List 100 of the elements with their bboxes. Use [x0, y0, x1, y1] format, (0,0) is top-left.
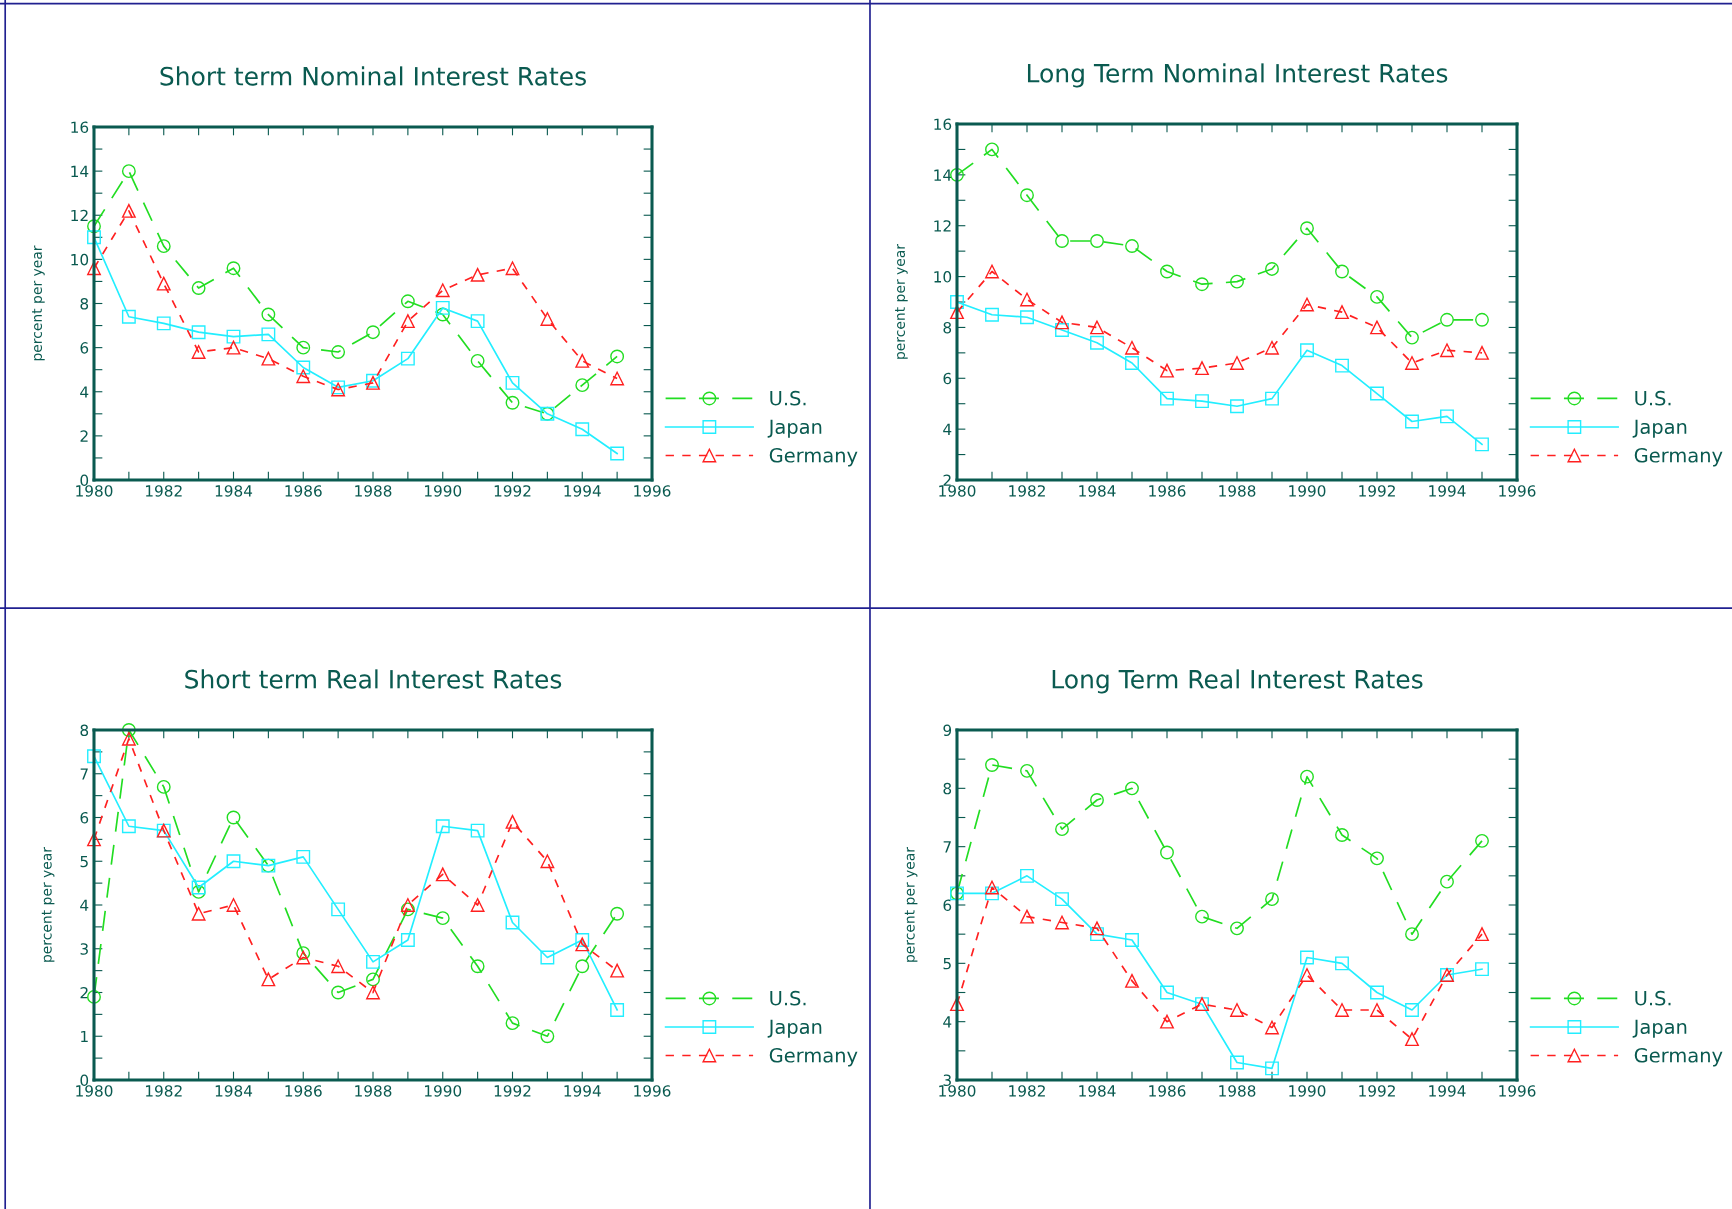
x-tick-label: 1988: [1219, 485, 1256, 497]
chart-title: Short term Nominal Interest Rates: [160, 66, 586, 86]
legend-label: Germany: [1634, 1047, 1723, 1067]
y-tick-label: 7: [943, 841, 951, 853]
point: [1265, 1020, 1279, 1035]
y-axis-title: percent per year: [904, 846, 918, 962]
y-tick-label: 8: [943, 321, 952, 334]
point: [1300, 769, 1314, 784]
point: [191, 884, 206, 899]
x-tick-label: 1984: [1079, 1085, 1116, 1097]
x-tick-label: 1988: [1219, 1085, 1256, 1097]
point: [505, 395, 520, 410]
point: [1055, 915, 1069, 930]
x-tick-label: 1982: [145, 1085, 182, 1097]
x-tick-label: 1986: [1149, 1085, 1186, 1097]
y-tick-label: 16: [71, 121, 89, 134]
point: [1300, 343, 1314, 358]
y-tick-label: 4: [943, 423, 952, 435]
point: [985, 307, 999, 322]
y-tick-label: 3: [943, 1074, 951, 1087]
point: [1475, 962, 1489, 977]
y-tick-label: 6: [943, 372, 952, 385]
point: [1230, 921, 1244, 936]
point: [1090, 927, 1104, 942]
point: [1370, 386, 1384, 401]
point: [156, 316, 171, 331]
point: [1300, 968, 1314, 982]
point: [87, 989, 101, 1004]
legend-label: Germany: [1634, 447, 1723, 467]
point: [1405, 414, 1419, 429]
point: [1335, 1003, 1349, 1017]
point: [121, 203, 136, 218]
x-tick-label: 1988: [355, 1085, 392, 1097]
point: [1335, 358, 1349, 373]
point: [400, 351, 415, 366]
point: [1440, 312, 1454, 327]
y-tick-label: 7: [80, 768, 88, 780]
point: [435, 819, 450, 834]
y-tick-label: 5: [80, 855, 88, 868]
point: [296, 946, 311, 961]
point: [226, 854, 241, 869]
point: [400, 933, 415, 947]
x-tick-label: 1994: [564, 485, 601, 497]
point: [87, 749, 101, 764]
point: [1265, 340, 1279, 355]
legend-label: U.S.: [1635, 390, 1671, 406]
y-tick-label: 6: [943, 899, 952, 912]
point: [1160, 985, 1174, 1000]
point: [121, 731, 136, 746]
x-tick-label: 1996: [1499, 1085, 1536, 1097]
chart-title: Short term Real Interest Rates: [185, 669, 562, 689]
point: [1475, 345, 1489, 360]
x-tick-label: 1990: [1289, 485, 1326, 497]
point: [1475, 833, 1489, 848]
point: [1265, 892, 1279, 907]
point: [366, 972, 380, 987]
point: [296, 369, 311, 384]
y-tick-label: 6: [80, 342, 89, 354]
point: [540, 950, 555, 965]
x-tick-label: 1990: [1289, 1085, 1326, 1097]
point: [1230, 356, 1244, 370]
y-tick-label: 10: [71, 253, 89, 266]
point: [1160, 845, 1174, 860]
point: [435, 307, 450, 322]
point: [1090, 793, 1104, 807]
chart-title: Long Term Nominal Interest Rates: [1027, 63, 1448, 88]
point: [1090, 234, 1104, 248]
point: [1160, 1014, 1174, 1029]
y-tick-label: 8: [943, 782, 952, 795]
point: [1055, 822, 1069, 837]
x-tick-label: 1990: [424, 1085, 462, 1097]
point: [1055, 315, 1069, 330]
point: [226, 810, 241, 825]
point: [505, 915, 520, 930]
y-tick-label: 8: [80, 724, 89, 737]
x-tick-label: 1980: [76, 1085, 113, 1097]
point: [575, 937, 590, 952]
point: [1475, 927, 1489, 942]
x-tick-label: 1996: [634, 1085, 671, 1097]
point: [1195, 361, 1209, 376]
point: [985, 264, 999, 279]
y-tick-label: 12: [934, 220, 951, 232]
legend-label: U.S.: [770, 390, 806, 406]
legend-label: Japan: [1632, 419, 1687, 438]
point: [400, 314, 415, 329]
point: [226, 329, 241, 344]
y-tick-label: 8: [80, 297, 89, 310]
point: [470, 314, 485, 329]
point: [1090, 320, 1104, 335]
point: [575, 959, 590, 974]
point: [610, 446, 625, 461]
y-tick-label: 10: [934, 271, 952, 283]
point: [226, 261, 241, 276]
point: [610, 963, 625, 978]
point: [1020, 188, 1034, 203]
point: [985, 758, 999, 772]
legend-label: U.S.: [770, 990, 806, 1006]
point: [1125, 356, 1139, 370]
y-tick-label: 1: [81, 1030, 88, 1043]
point: [1335, 828, 1349, 842]
